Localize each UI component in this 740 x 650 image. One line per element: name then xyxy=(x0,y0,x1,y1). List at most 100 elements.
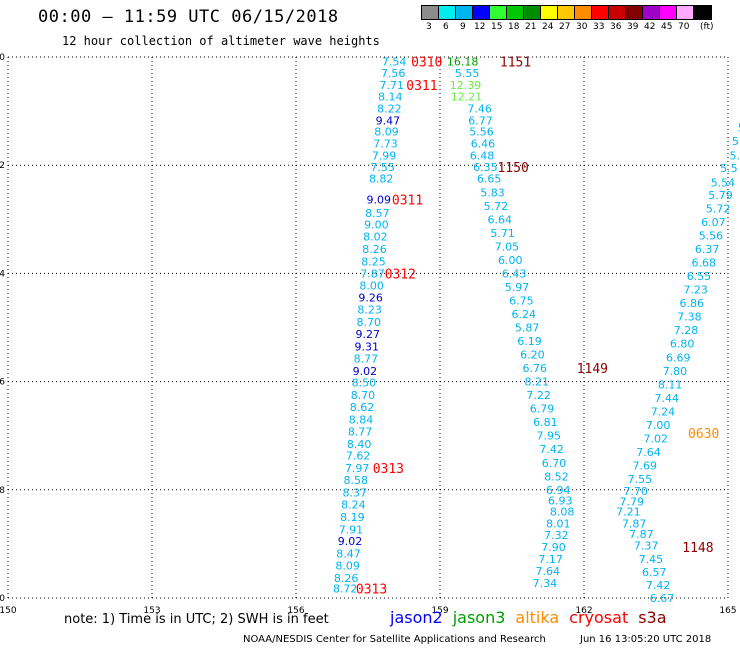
wave-height-value: 8.62 xyxy=(350,401,375,414)
wave-height-value: 5.54 xyxy=(711,177,736,190)
wave-height-value: 12.39 xyxy=(450,79,482,92)
wave-height-value: 7.22 xyxy=(526,389,551,402)
generation-timestamp: Jun 16 13:05:20 UTC 2018 xyxy=(580,634,712,645)
wave-height-value: 8.25 xyxy=(361,255,386,268)
wave-height-value: 8.23 xyxy=(357,304,382,317)
wave-height-value: 8.00 xyxy=(359,279,384,292)
legend-swatch xyxy=(677,6,694,19)
legend-label: 15 xyxy=(491,22,503,32)
legend-swatch xyxy=(609,6,626,19)
wave-height-value: 7.38 xyxy=(677,311,702,324)
lon-tick-label: 159 xyxy=(431,606,448,616)
wave-height-value: 8.14 xyxy=(378,90,403,103)
lat-tick-label: -40 xyxy=(0,53,5,63)
wave-height-value: 6.70 xyxy=(542,457,567,470)
pass-time-label: 1149 xyxy=(577,362,608,377)
wave-height-value: 6.37 xyxy=(695,243,720,256)
wave-height-value: 8.11 xyxy=(658,378,683,391)
wave-height-value: 8.09 xyxy=(374,126,399,139)
wave-height-value: 8.09 xyxy=(335,560,360,573)
wave-height-value: 6.86 xyxy=(680,297,705,310)
wave-height-value: 7.00 xyxy=(646,419,671,432)
wave-height-value: 7.95 xyxy=(536,430,561,443)
wave-height-value: 8.40 xyxy=(347,438,372,451)
pass-time-label: 0310 xyxy=(411,55,442,70)
wave-height-value: 9.00 xyxy=(364,219,389,232)
wave-height-value: 8.52 xyxy=(544,470,569,483)
wave-height-value: 8.26 xyxy=(334,572,359,585)
pass-time-label: 1151 xyxy=(500,55,531,70)
wave-height-value: 6.48 xyxy=(470,149,495,162)
wave-height-value: 7.99 xyxy=(372,149,397,162)
wave-height-value: 7.80 xyxy=(663,365,688,378)
wave-height-value: 7.37 xyxy=(634,540,659,553)
pass-time-label: 1150 xyxy=(497,161,528,176)
legend-label: 70 xyxy=(678,22,690,32)
wave-height-value: 6.55 xyxy=(687,270,712,283)
lon-tick-label: 153 xyxy=(143,606,160,616)
wave-height-value: 6.77 xyxy=(468,114,493,127)
legend-label: 42 xyxy=(644,22,656,32)
satellite-altika: altika xyxy=(515,608,560,627)
wave-height-value: 7.70 xyxy=(623,485,648,498)
legend-label: 45 xyxy=(661,22,673,32)
footnote: note: 1) Time is in UTC; 2) SWH is in fe… xyxy=(64,612,329,627)
wave-height-value: 6.19 xyxy=(517,335,542,348)
wave-height-value: 6.24 xyxy=(512,308,537,321)
pass-time-label: 0312 xyxy=(385,267,416,282)
wave-height-value: 6.20 xyxy=(520,349,545,362)
legend-label: 24 xyxy=(542,22,554,32)
wave-height-value: 7.28 xyxy=(674,324,699,337)
wave-height-value: 6.65 xyxy=(477,173,502,186)
wave-height-value: 6.68 xyxy=(692,257,717,270)
wave-height-value: 8.84 xyxy=(349,413,374,426)
wave-height-value: 5.5 xyxy=(720,162,738,175)
wave-height-value: 7.64 xyxy=(536,565,561,578)
wave-height-value: 7.87 xyxy=(629,528,654,541)
wave-height-value: 8.70 xyxy=(356,316,381,329)
wave-height-value: 9.27 xyxy=(356,328,381,341)
legend-color-bar xyxy=(421,5,712,20)
wave-height-value: 8.19 xyxy=(340,511,365,524)
wave-height-value: 8.01 xyxy=(546,517,571,530)
wave-height-value: 7.87 xyxy=(622,517,647,530)
wave-height-value: 6.43 xyxy=(502,267,527,280)
wave-height-value: 7.69 xyxy=(632,459,657,472)
legend-swatch xyxy=(507,6,524,19)
wave-height-value: 6.57 xyxy=(642,566,667,579)
wave-height-value: 8.72 xyxy=(333,582,358,595)
legend-label: 6 xyxy=(443,22,449,32)
legend-label: 39 xyxy=(627,22,639,32)
wave-height-value: 6.00 xyxy=(498,254,523,267)
legend-swatch xyxy=(456,6,473,19)
wave-height-value: 7.90 xyxy=(541,541,566,554)
wave-height-value: 8.24 xyxy=(341,498,366,511)
wave-height-value: 7.02 xyxy=(644,432,669,445)
lon-tick-label: 150 xyxy=(0,606,17,616)
wave-height-value: 8.58 xyxy=(344,474,369,487)
wave-height-value: 5.72 xyxy=(706,202,731,215)
wave-height-value: 9.02 xyxy=(353,365,378,378)
wave-height-value: 6.94 xyxy=(546,484,571,497)
lat-tick-label: -44 xyxy=(0,269,5,279)
wave-height-value: 6.80 xyxy=(670,338,695,351)
wave-height-value: 9.31 xyxy=(355,340,380,353)
wave-height-value: 7.55 xyxy=(628,473,653,486)
wave-height-value: 7.46 xyxy=(467,102,492,115)
wave-height-value: 5.87 xyxy=(515,322,540,335)
legend-unit: (ft) xyxy=(700,22,714,32)
wave-height-value: 6.93 xyxy=(548,495,573,508)
legend-labels: 3 6 9 12 15 18 21 24 27 30 33 36 39 42 45 70 (ft) xyxy=(421,20,714,34)
wave-height-value: 7.62 xyxy=(346,450,371,463)
wave-height-value: 12.21 xyxy=(451,90,483,103)
satellite-jason2: jason2 xyxy=(390,608,443,627)
legend-swatch xyxy=(626,6,643,19)
wave-height-value: 7.23 xyxy=(683,284,708,297)
page-title: 00:00 – 11:59 UTC 06/15/2018 xyxy=(38,7,339,27)
legend-label: 9 xyxy=(460,22,466,32)
wave-height-value: 7.34 xyxy=(533,577,558,590)
lon-tick-label: 165 xyxy=(719,606,736,616)
wave-height-value: 7.24 xyxy=(651,405,676,418)
wave-height-value: 7.42 xyxy=(646,579,671,592)
wave-height-value: 7.56 xyxy=(381,67,406,80)
